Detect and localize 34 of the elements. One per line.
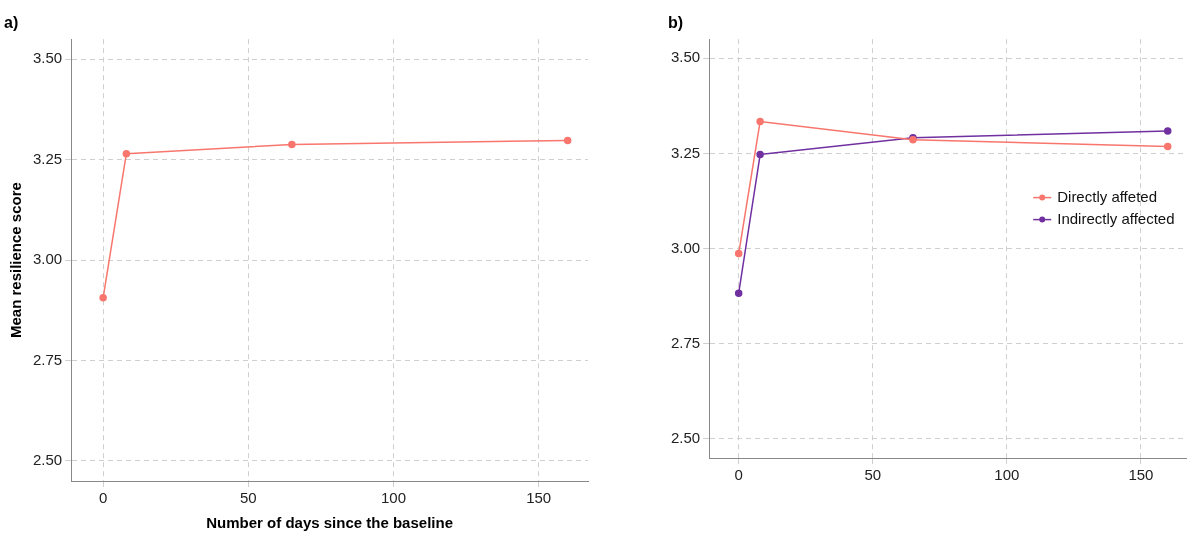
- x-tick-label: 100: [380, 489, 406, 507]
- y-tick-label: 3.00: [670, 238, 701, 256]
- y-tick-label: 3.25: [670, 143, 701, 161]
- x-axis-title: Number of days since the baseline: [206, 514, 453, 532]
- x-tick-label: 100: [994, 466, 1020, 484]
- point: [734, 289, 743, 297]
- point: [99, 294, 107, 302]
- y-tick-label: 2.50: [32, 451, 63, 469]
- y-tick-label: 3.00: [32, 250, 63, 268]
- point: [756, 150, 764, 159]
- point: [563, 136, 572, 145]
- chart-title: a): [4, 14, 19, 32]
- point: [288, 140, 296, 149]
- y-tick-label: 2.50: [670, 429, 701, 447]
- y-axis-title: Mean resilience score: [7, 182, 25, 339]
- point: [122, 149, 131, 158]
- x-tick-label: 0: [734, 466, 743, 484]
- x-tick-label: 50: [239, 489, 257, 507]
- x-tick-label: 0: [98, 489, 108, 507]
- chart-title: b): [668, 14, 684, 32]
- y-tick-label: 3.50: [32, 49, 63, 67]
- y-tick-label: 3.50: [670, 48, 701, 66]
- point: [734, 249, 743, 258]
- y-tick-label: 2.75: [670, 333, 701, 351]
- x-tick-label: 150: [1128, 466, 1154, 484]
- point: [1163, 142, 1172, 151]
- legend-label: Indirectly affected: [1057, 209, 1175, 227]
- legend-label: Directly affeted: [1057, 187, 1157, 205]
- point: [756, 117, 764, 126]
- point: [1163, 127, 1172, 135]
- x-tick-label: 50: [864, 466, 882, 484]
- y-tick-label: 2.75: [32, 350, 63, 368]
- y-tick-label: 3.25: [32, 149, 63, 167]
- x-tick-label: 150: [526, 489, 552, 507]
